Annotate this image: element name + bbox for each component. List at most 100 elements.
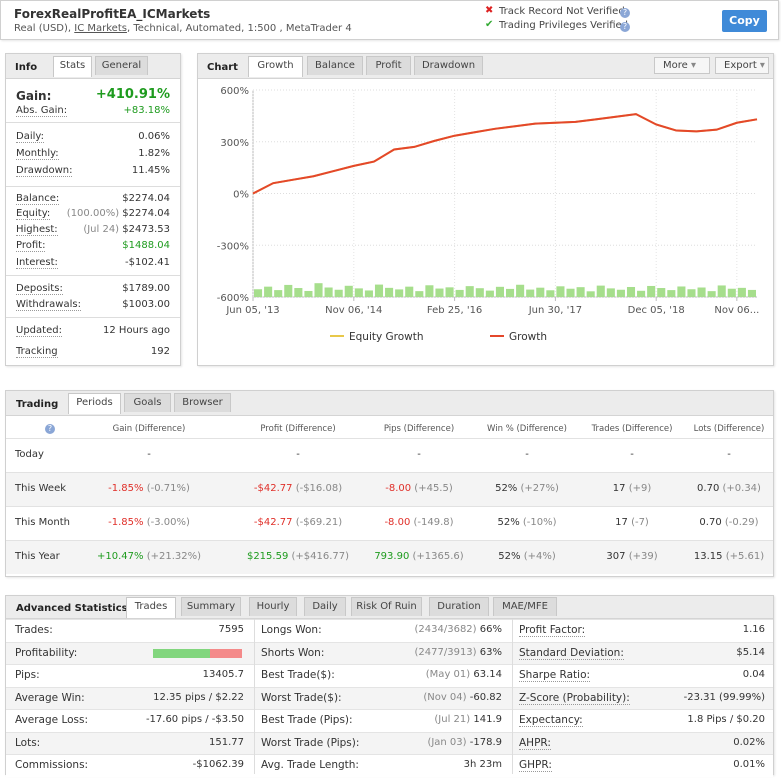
stat-value: 0.01% — [733, 759, 765, 770]
loss-bar — [209, 648, 242, 658]
dropdown-button[interactable]: More ▾ — [654, 57, 710, 74]
stat-label: Average Loss: — [15, 714, 89, 726]
stat-value-text: 11.45% — [131, 165, 170, 176]
stat-value: 12.35 pips / $2.22 — [153, 692, 244, 703]
broker-link[interactable]: IC Markets — [74, 23, 127, 34]
stat-label: Updated: — [16, 325, 62, 337]
tab[interactable]: Hourly — [249, 597, 297, 616]
stat-value: $2274.04 — [122, 193, 170, 204]
row-label: This Year — [15, 551, 60, 562]
stat-value: $5.14 — [736, 647, 765, 658]
dropdown-button[interactable]: Export ▾ — [715, 57, 769, 74]
panel-label: Chart — [207, 62, 238, 73]
stat-value-text: 1.82% — [138, 148, 170, 159]
tab[interactable]: Browser — [174, 393, 231, 412]
stat-label: Daily: — [16, 131, 44, 143]
subtitle: Real (USD), IC Markets, Technical, Autom… — [14, 23, 352, 34]
cell-value: - — [417, 449, 421, 460]
advanced-panel: Advanced Statistics Trades Summary Hourly Da… — [5, 595, 774, 777]
tab[interactable]: Daily — [304, 597, 346, 616]
stat-label: Avg. Trade Length: — [261, 759, 359, 771]
tab[interactable]: Goals — [124, 393, 171, 412]
copy-button[interactable]: Copy — [722, 10, 767, 32]
help-icon[interactable]: ? — [620, 8, 630, 18]
table-cell: - — [223, 449, 373, 460]
tab[interactable]: Duration — [429, 597, 489, 616]
cell-value: -8.00 — [384, 517, 411, 528]
table-row — [6, 438, 773, 472]
cell-value: 307 — [606, 551, 626, 562]
cell-value: -8.00 — [385, 483, 412, 494]
tab[interactable]: Profit — [366, 56, 411, 75]
cell-diff: (-10%) — [522, 517, 557, 528]
table-cell: - — [452, 449, 602, 460]
stat-value: -17.60 pips / -$3.50 — [146, 714, 244, 725]
tab[interactable]: Growth — [248, 56, 303, 77]
cell-diff: (-7) — [631, 517, 649, 528]
column-header: Gain (Difference) — [112, 424, 186, 434]
table-row — [6, 472, 773, 506]
stat-label: Profitability: — [15, 646, 78, 659]
stat-value-text: $1789.00 — [122, 283, 170, 294]
stat-label: Deposits: — [16, 283, 63, 295]
tab[interactable]: Stats — [53, 56, 92, 77]
stat-value: (100.00%) $2274.04 — [67, 208, 170, 219]
help-icon[interactable]: ? — [620, 22, 630, 32]
stat-label: Expectancy: — [519, 714, 583, 727]
panel-label: Trading — [16, 399, 59, 410]
table-row — [6, 540, 773, 574]
stat-value: (2434/3682) 66% — [415, 624, 503, 635]
table-row — [6, 754, 773, 777]
tab[interactable]: Periods — [68, 393, 121, 414]
cell-diff: (+39) — [628, 551, 658, 562]
tab[interactable]: Trades — [126, 597, 176, 618]
table-cell: -8.00 (+45.5) — [344, 483, 494, 494]
table-row — [6, 641, 773, 664]
table-cell: -$42.77 (-$69.21) — [223, 517, 373, 528]
stat-value: 151.77 — [209, 737, 244, 748]
stat-value-text: $2274.04 — [122, 208, 170, 219]
row-label: This Week — [15, 483, 67, 494]
stat-value: 1.82% — [138, 148, 170, 159]
stat-value: (Jul 24) $2473.53 — [83, 224, 170, 235]
tab[interactable]: Balance — [307, 56, 363, 75]
stat-value: 7595 — [219, 624, 244, 635]
header: ForexRealProfitEA_ICMarkets Real (USD), … — [0, 0, 779, 40]
stat-value-text: $2473.53 — [122, 224, 170, 235]
table-row — [6, 506, 773, 540]
panel-header — [6, 391, 773, 416]
button-label: Export — [724, 60, 757, 71]
table-cell: +10.47% (+21.32%) — [74, 551, 224, 562]
stat-label: Balance: — [16, 193, 60, 205]
help-icon[interactable]: ? — [45, 424, 55, 434]
status: Trading Privileges Verified — [499, 20, 629, 31]
table-cell: -$42.77 (-$16.08) — [223, 483, 373, 494]
stat-note: (2477/3913) — [414, 646, 477, 658]
cell-value: 0.70 — [697, 483, 720, 494]
tab[interactable]: Drawdown — [414, 56, 483, 75]
status: Track Record Not Verified — [499, 6, 625, 17]
stat-note: (Jan 03) — [427, 736, 467, 748]
table-cell: - — [74, 449, 224, 460]
stat-value: (2477/3913) 63% — [415, 647, 503, 658]
stat-label: AHPR: — [519, 736, 551, 750]
stat-label: Profit Factor: — [519, 624, 586, 637]
stat-value: 12 Hours ago — [103, 325, 170, 336]
tab[interactable]: Summary — [181, 597, 241, 616]
stat-value: $1789.00 — [122, 283, 170, 294]
stat-label: Profit: — [16, 240, 46, 252]
cell-value: 52% — [495, 483, 518, 494]
cell-diff: (-$69.21) — [295, 517, 343, 528]
stat-value: 0.06% — [138, 131, 170, 142]
stat-label: Lots: — [15, 736, 41, 749]
table-cell: -1.85% (-3.00%) — [74, 517, 224, 528]
table-cell: 17 (+9) — [557, 483, 707, 494]
stat-value-text: 66% — [479, 624, 502, 635]
tab[interactable]: General — [95, 56, 148, 75]
tab[interactable]: MAE/MFE — [493, 597, 557, 616]
stat-value-text: -178.9 — [469, 736, 502, 748]
stat-value-text: $1003.00 — [122, 299, 170, 310]
stat-value-text: 192 — [150, 346, 170, 357]
tab[interactable]: Risk Of Ruin — [351, 597, 422, 616]
cell-value: 52% — [497, 517, 520, 528]
